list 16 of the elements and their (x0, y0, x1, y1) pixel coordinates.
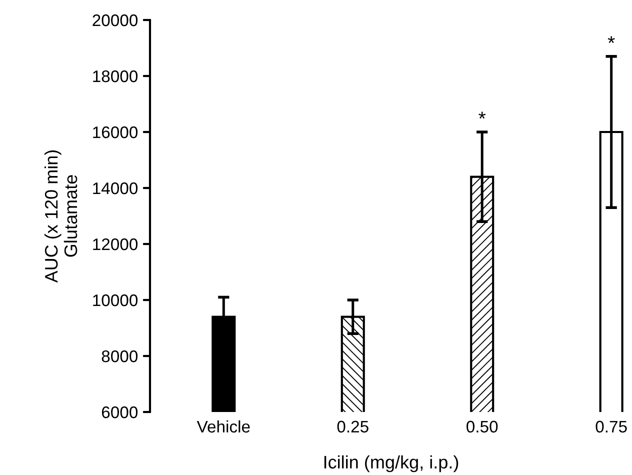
y-tick-label: 8000 (102, 350, 138, 362)
y-tick-label: 14000 (93, 182, 138, 194)
y-tick-label: 20000 (92, 14, 138, 26)
y-tick-label: 6000 (102, 406, 138, 418)
y-tick-label: 18000 (93, 70, 138, 82)
annotation: * (608, 36, 615, 44)
x-tick-label: 0.75 (596, 420, 627, 433)
y-tick-label: 12000 (93, 238, 138, 250)
annotation: * (478, 112, 486, 119)
y-tick-label: 10000 (93, 294, 138, 306)
x-tick-label: 0.50 (466, 420, 498, 433)
y-axis-title: AUC (x 120 min) Glutamate (44, 150, 78, 283)
x-tick-label: Vehicle (196, 420, 250, 433)
x-axis-title: Icilin (mg/kg, i.p.) (324, 455, 458, 472)
x-tick-label: 0.25 (337, 420, 368, 433)
y-tick-label: 16000 (93, 126, 138, 138)
